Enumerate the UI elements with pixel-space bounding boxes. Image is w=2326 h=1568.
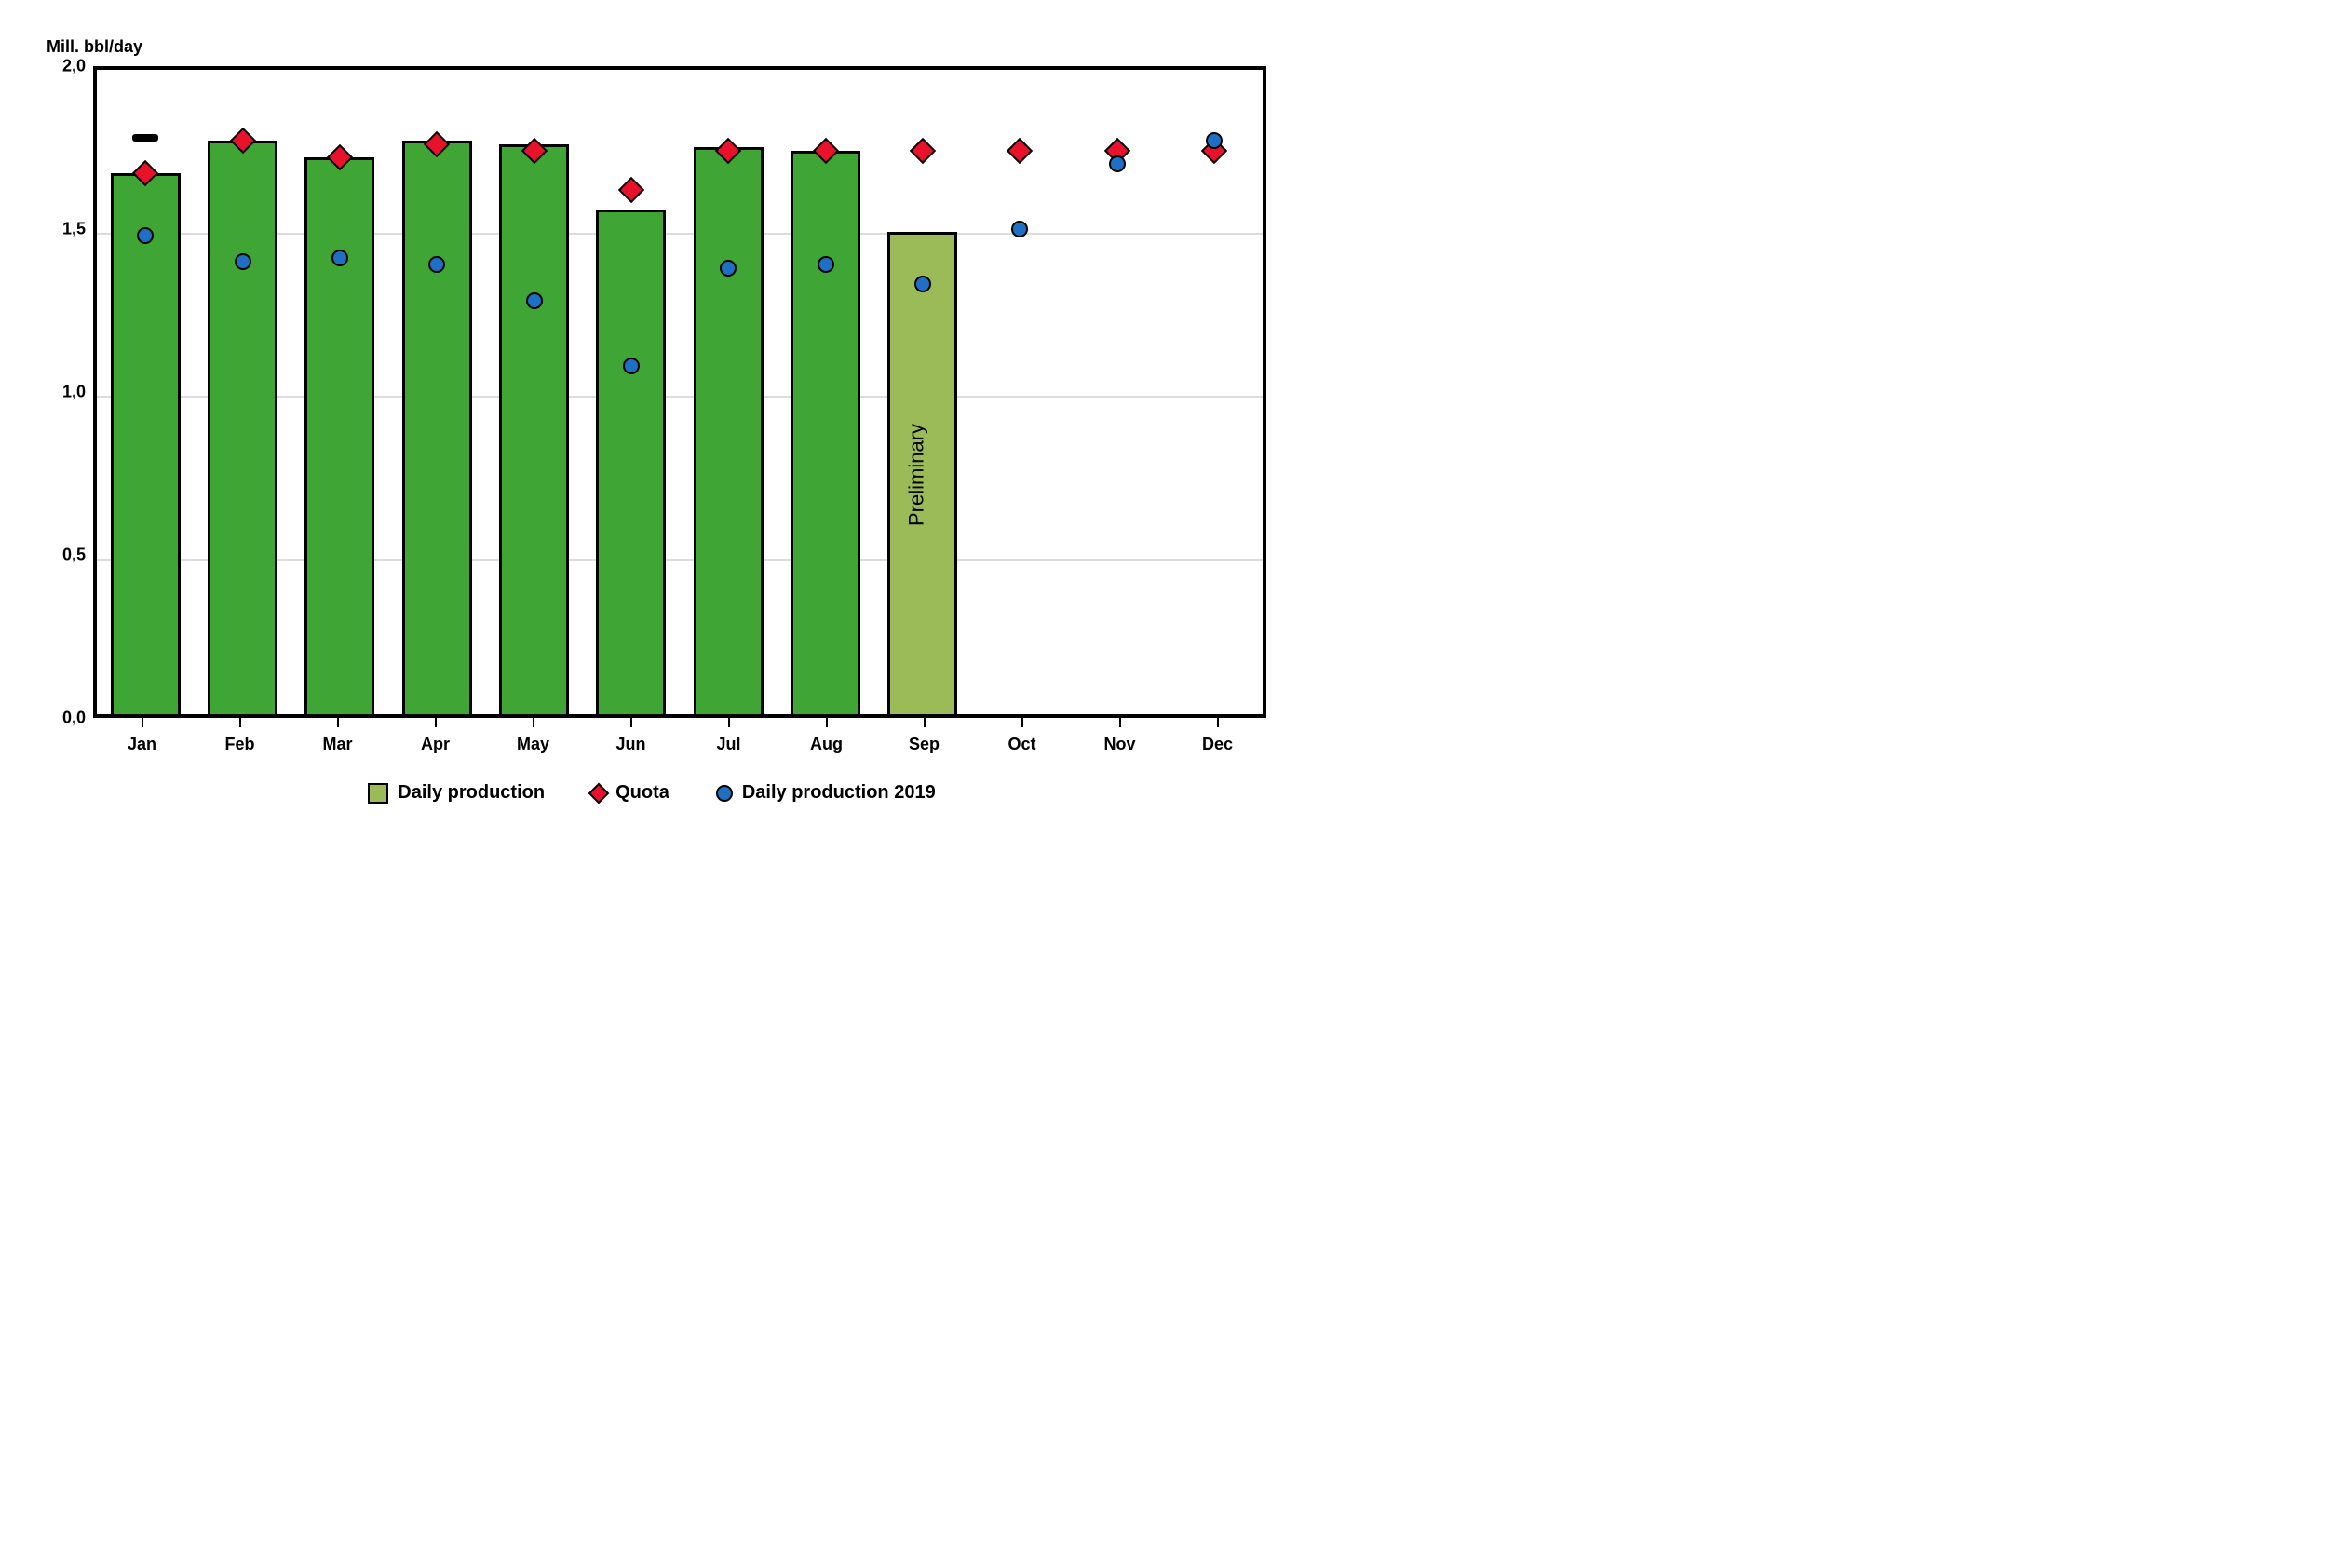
Quota-point bbox=[618, 176, 644, 202]
Quota-point bbox=[229, 128, 255, 154]
y-tick-label: 2,0 bbox=[62, 57, 86, 76]
Daily production 2019-point bbox=[818, 256, 834, 273]
x-tick-label: Mar bbox=[289, 718, 386, 754]
chart-area: 0,00,51,01,52,0 Preliminary bbox=[37, 66, 1266, 718]
y-tick-label: 0,0 bbox=[62, 709, 86, 728]
Daily production 2019-point bbox=[720, 260, 737, 277]
legend-swatch bbox=[588, 782, 610, 804]
y-tick-label: 0,5 bbox=[62, 546, 86, 565]
Daily production 2019-point bbox=[914, 276, 931, 292]
x-tick-label: Oct bbox=[973, 718, 1071, 754]
legend-swatch bbox=[368, 783, 388, 804]
production-chart: Mill. bbl/day 0,0 0,5 1,0 1,5 2,0 Preliminar… bbox=[37, 37, 1266, 804]
Quota-point bbox=[132, 160, 158, 186]
legend-swatch bbox=[716, 785, 733, 802]
legend: Daily production Quota Daily production 20… bbox=[37, 782, 1266, 804]
legend-label: Daily production bbox=[398, 782, 545, 804]
Daily production 2019-point bbox=[1109, 155, 1126, 172]
legend-item-quota: Quota bbox=[591, 782, 669, 804]
marker-point bbox=[132, 134, 158, 142]
Quota-point bbox=[327, 143, 353, 169]
Quota-point bbox=[812, 137, 838, 163]
x-tick-label: Jun bbox=[582, 718, 680, 754]
x-tick-label: Jul bbox=[680, 718, 778, 754]
x-tick-label: Dec bbox=[1169, 718, 1266, 754]
y-tick-label: 1,0 bbox=[62, 383, 86, 402]
Daily production 2019-point bbox=[1206, 132, 1223, 149]
x-tick-label: Aug bbox=[778, 718, 875, 754]
Daily production 2019-point bbox=[331, 250, 348, 266]
Daily production 2019-point bbox=[623, 358, 640, 374]
Quota-point bbox=[521, 137, 547, 163]
x-tick-label: Nov bbox=[1071, 718, 1169, 754]
legend-label: Quota bbox=[615, 782, 669, 804]
legend-item-daily_production: Daily production bbox=[368, 782, 545, 804]
legend-label: Daily production 2019 bbox=[742, 782, 936, 804]
Daily production 2019-point bbox=[1011, 221, 1028, 237]
Quota-point bbox=[1007, 137, 1033, 163]
x-tick-label: Sep bbox=[875, 718, 973, 754]
Daily production 2019-point bbox=[428, 256, 445, 273]
Daily production 2019-point bbox=[235, 253, 251, 270]
Daily production 2019-point bbox=[137, 227, 154, 244]
Quota-point bbox=[715, 137, 741, 163]
Quota-point bbox=[424, 130, 450, 156]
x-tick-label: Jan bbox=[93, 718, 191, 754]
markers-layer bbox=[97, 70, 1263, 714]
legend-item-daily_production_2019: Daily production 2019 bbox=[716, 782, 936, 804]
y-axis-title: Mill. bbl/day bbox=[47, 37, 1266, 57]
x-tick-label: Feb bbox=[191, 718, 289, 754]
Quota-point bbox=[910, 137, 936, 163]
Daily production 2019-point bbox=[526, 292, 543, 309]
x-tick-label: Apr bbox=[386, 718, 484, 754]
x-axis: JanFebMarAprMayJunJulAugSepOctNovDec bbox=[93, 718, 1266, 754]
plot-area: Preliminary bbox=[93, 66, 1266, 718]
y-tick-label: 1,5 bbox=[62, 220, 86, 239]
x-tick-label: May bbox=[484, 718, 582, 754]
y-axis: 0,00,51,01,52,0 bbox=[37, 66, 93, 718]
